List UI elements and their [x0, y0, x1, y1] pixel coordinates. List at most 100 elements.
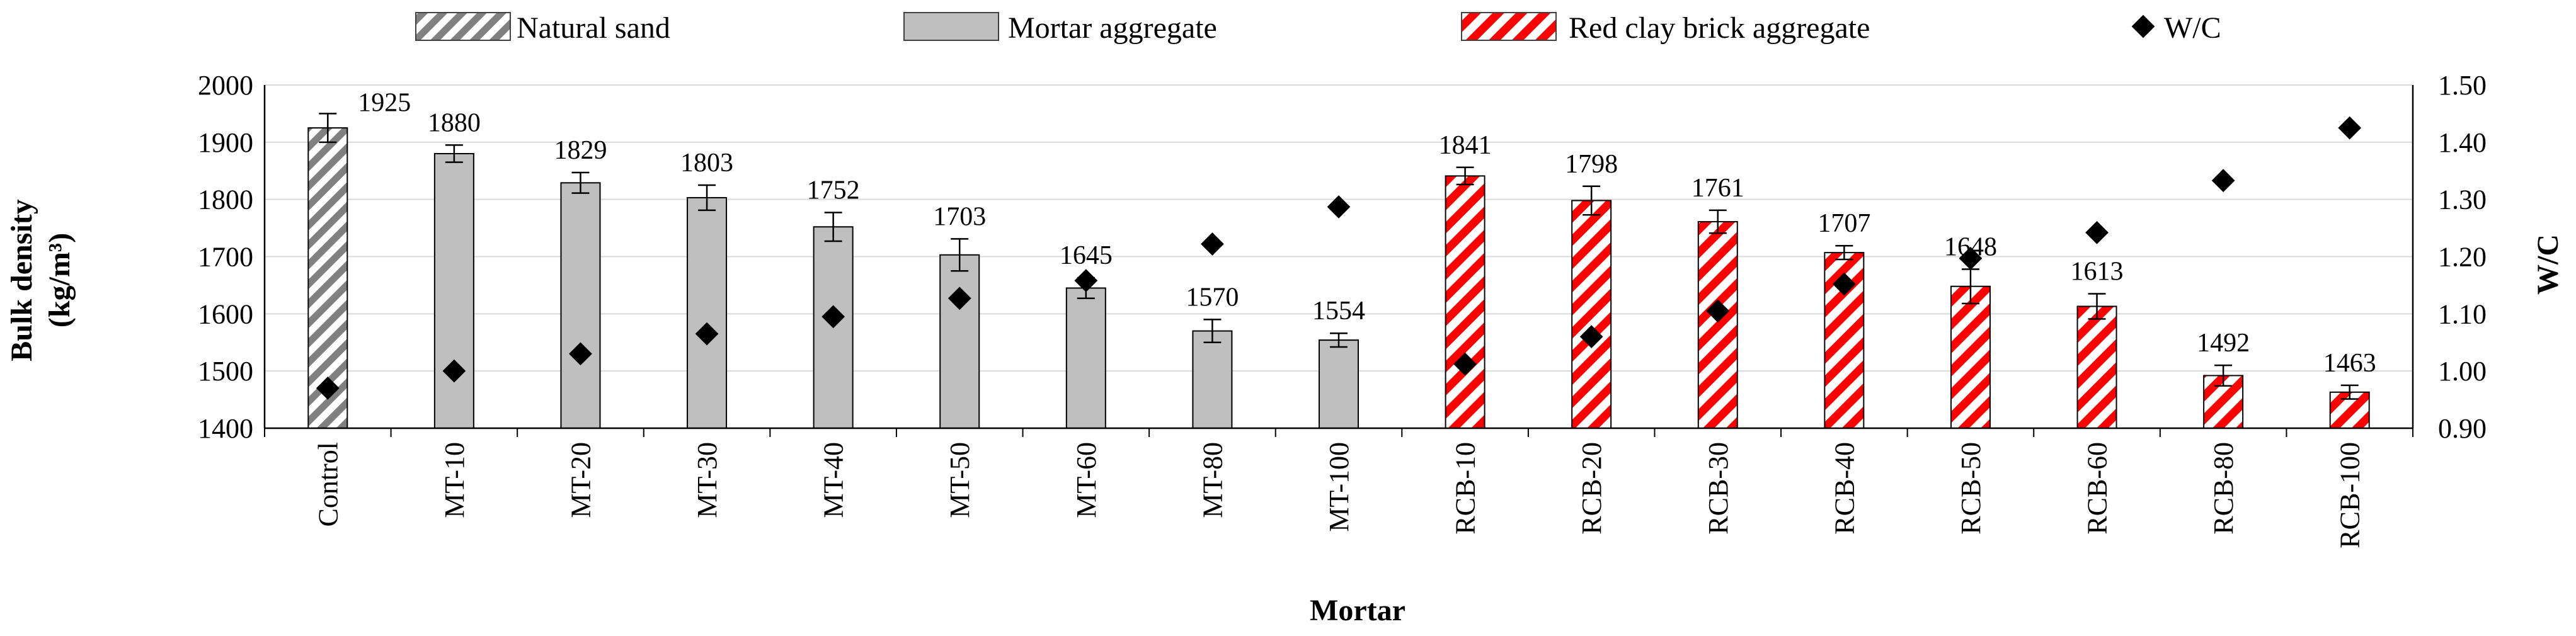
bar: [1065, 287, 1106, 429]
legend: Natural sand Mortar aggregate Red clay b…: [415, 11, 2221, 45]
data-label: 1703: [933, 202, 986, 231]
bars: [307, 127, 2370, 429]
bar: [1445, 175, 1485, 429]
data-labels: 1925 1880 1829 1803 1752 1703 1645 1570 1554 1841…: [358, 88, 2376, 377]
legend-marker-wc: [2131, 14, 2155, 38]
x-tick-label: MT-10: [439, 442, 470, 518]
x-tick-label: MT-80: [1197, 442, 1228, 518]
data-label: 1803: [680, 149, 733, 178]
y2-tick-label: 1.10: [2438, 298, 2487, 329]
x-tick-label: MT-50: [944, 442, 975, 518]
x-tick-label: RCB-60: [2082, 442, 2113, 535]
bar: [1950, 285, 1991, 429]
y2-tick-label: 1.40: [2438, 127, 2487, 158]
x-tick-label: RCB-20: [1576, 442, 1607, 535]
x-tick-label: MT-60: [1071, 442, 1102, 518]
bar: [560, 182, 601, 429]
y2-axis-title: W/C: [2531, 234, 2565, 295]
bar: [687, 196, 728, 429]
data-label: 1752: [807, 176, 860, 205]
y2-tick-label: 1.50: [2438, 70, 2487, 101]
data-label: 1492: [2197, 329, 2250, 358]
legend-swatch-natural-sand: [415, 12, 511, 41]
data-label: 1463: [2323, 349, 2376, 378]
wc-marker: [947, 287, 971, 310]
x-tick-label: RCB-80: [2208, 442, 2239, 535]
data-label: 1648: [1944, 232, 1997, 261]
x-tick-label: Control: [312, 442, 343, 526]
legend-item-wc: W/C: [2131, 11, 2221, 45]
wc-marker: [1074, 269, 1098, 293]
x-tick-label: RCB-40: [1829, 442, 1860, 535]
wc-markers: [316, 116, 2362, 400]
y-tick-label: 1500: [198, 356, 253, 387]
wc-marker: [2085, 220, 2109, 244]
y-tick-label: 1900: [198, 127, 253, 158]
data-label: 1570: [1186, 283, 1239, 312]
legend-label-red-clay-brick: Red clay brick aggregate: [1569, 11, 1870, 45]
x-tick-label: RCB-30: [1703, 442, 1734, 535]
x-tick-label: RCB-10: [1450, 442, 1481, 535]
wc-marker: [316, 377, 340, 400]
y-tick-label: 1600: [198, 298, 253, 329]
wc-marker: [1453, 352, 1477, 376]
axes: [263, 85, 2414, 429]
y2-tick-label: 0.90: [2438, 413, 2487, 444]
data-label: 1829: [554, 136, 607, 165]
y-tick-label: 1400: [198, 413, 253, 444]
wc-marker: [1832, 272, 1856, 296]
y-axis-title: Bulk density (kg/m³): [5, 199, 76, 361]
wc-marker: [1327, 195, 1351, 219]
wc-marker: [442, 359, 466, 383]
x-tick-label: RCB-100: [2335, 442, 2366, 548]
x-axis-ticks: Control MT-10 MT-20 MT-30 MT-40 MT-50 MT-60 MT-…: [264, 428, 2413, 548]
bar: [1192, 330, 1233, 429]
wc-marker: [1959, 246, 1983, 270]
bar: [939, 254, 980, 429]
legend-swatch-red-clay-brick: [1461, 12, 1557, 41]
y-axis-title-main: Bulk density: [5, 199, 38, 361]
legend-label-mortar-aggregate: Mortar aggregate: [1008, 11, 1217, 45]
data-label: 1554: [1312, 297, 1365, 326]
legend-item-red-clay-brick: Red clay brick aggregate: [1461, 11, 1870, 45]
wc-marker: [1579, 325, 1603, 349]
y-tick-label: 2000: [198, 70, 253, 101]
x-axis-title: Mortar: [1310, 594, 1405, 627]
bar: [2076, 305, 2117, 429]
data-label: 1798: [1565, 150, 1618, 179]
data-label: 1613: [2071, 258, 2124, 287]
data-label: 1841: [1439, 131, 1492, 160]
gridlines: [265, 84, 2413, 372]
wc-marker: [2338, 116, 2362, 140]
bar: [433, 153, 474, 429]
legend-swatch-mortar-aggregate: [903, 12, 999, 41]
legend-label-natural-sand: Natural sand: [517, 11, 670, 45]
data-label: 1645: [1060, 241, 1113, 270]
y2-tick-label: 1.30: [2438, 185, 2487, 215]
y2-tick-label: 1.20: [2438, 242, 2487, 273]
data-label: 1761: [1692, 174, 1744, 203]
wc-marker: [1706, 299, 1730, 323]
wc-marker: [821, 305, 845, 329]
wc-marker: [1201, 232, 1224, 256]
bar: [1319, 339, 1359, 429]
legend-item-mortar-aggregate: Mortar aggregate: [903, 11, 1217, 45]
data-label: 1880: [428, 108, 481, 137]
wc-marker: [2211, 169, 2235, 193]
x-tick-label: MT-100: [1324, 442, 1354, 532]
data-label: 1925: [358, 88, 411, 117]
x-tick-label: RCB-50: [1955, 442, 1986, 535]
bar: [1697, 221, 1738, 429]
x-tick-label: MT-20: [565, 442, 596, 518]
x-tick-label: MT-40: [818, 442, 849, 518]
y-tick-label: 1800: [198, 185, 253, 215]
x-tick-label: MT-30: [692, 442, 723, 518]
legend-item-natural-sand: Natural sand: [415, 11, 670, 45]
y-tick-label: 1700: [198, 242, 253, 273]
wc-marker: [569, 342, 592, 366]
bar: [1571, 200, 1612, 429]
legend-label-wc: W/C: [2164, 11, 2221, 45]
y-axis-ticks: 1400 1500 1600 1700 1800 1900 2000: [198, 70, 253, 444]
y2-axis-ticks: 0.90 1.00 1.10 1.20 1.30 1.40 1.50: [2438, 70, 2487, 444]
